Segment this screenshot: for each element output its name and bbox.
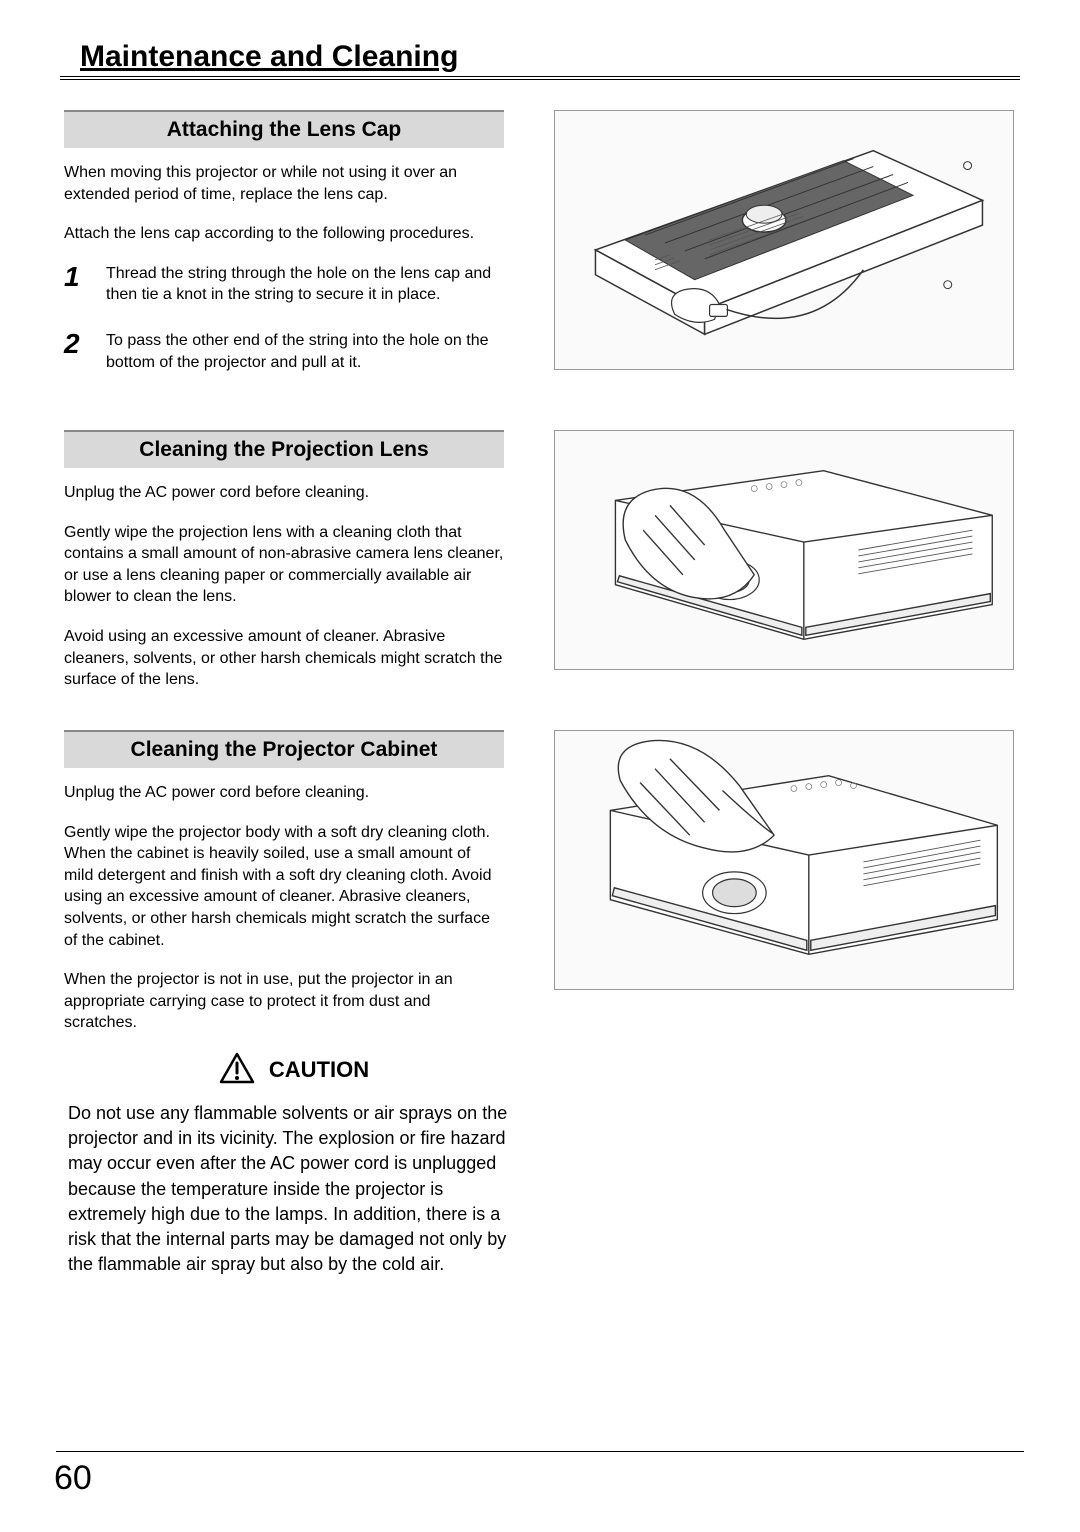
page-title: Maintenance and Cleaning — [60, 40, 458, 73]
heading-lens: Cleaning the Projection Lens — [64, 430, 504, 468]
attach-intro1: When moving this projector or while not … — [64, 162, 504, 205]
heading-attach: Attaching the Lens Cap — [64, 110, 504, 148]
page-title-rule: Maintenance and Cleaning — [60, 40, 1020, 80]
heading-cabinet: Cleaning the Projector Cabinet — [64, 730, 504, 768]
content-grid: Attaching the Lens Cap When moving this … — [60, 110, 1020, 1277]
step-2-num: 2 — [64, 330, 88, 358]
step-1: 1 Thread the string through the hole on … — [64, 263, 524, 306]
cabinet-p2: Gently wipe the projector body with a so… — [64, 822, 504, 952]
figure-lens-box — [554, 430, 1014, 670]
figure-cabinet — [554, 710, 1020, 1277]
step-2: 2 To pass the other end of the string in… — [64, 330, 524, 373]
projector-bottom-illustration — [555, 111, 1013, 369]
projector-lens-cleaning-illustration — [555, 431, 1013, 669]
figure-attach-box — [554, 110, 1014, 370]
section-cabinet: Cleaning the Projector Cabinet Unplug th… — [64, 710, 524, 1277]
step-1-num: 1 — [64, 263, 88, 291]
attach-intro2: Attach the lens cap according to the fol… — [64, 223, 504, 245]
bottom-rule — [56, 1451, 1024, 1452]
lens-p3: Avoid using an excessive amount of clean… — [64, 626, 504, 691]
warning-icon — [219, 1052, 255, 1089]
caution-label: CAUTION — [269, 1057, 369, 1083]
page-number: 60 — [54, 1459, 92, 1498]
caution-text: Do not use any flammable solvents or air… — [64, 1101, 524, 1277]
caution-block: CAUTION Do not use any flammable solvent… — [64, 1052, 524, 1277]
cabinet-p3: When the projector is not in use, put th… — [64, 969, 504, 1034]
lens-p1: Unplug the AC power cord before cleaning… — [64, 482, 504, 504]
figure-cabinet-box — [554, 730, 1014, 990]
step-1-text: Thread the string through the hole on th… — [106, 263, 524, 306]
section-lens: Cleaning the Projection Lens Unplug the … — [64, 410, 524, 710]
lens-p2: Gently wipe the projection lens with a c… — [64, 522, 504, 608]
step-2-text: To pass the other end of the string into… — [106, 330, 524, 373]
figure-attach — [554, 110, 1020, 410]
projector-cabinet-cleaning-illustration — [555, 731, 1013, 989]
figure-lens — [554, 410, 1020, 710]
section-attach: Attaching the Lens Cap When moving this … — [64, 110, 524, 410]
caution-head: CAUTION — [64, 1052, 524, 1089]
cabinet-p1: Unplug the AC power cord before cleaning… — [64, 782, 504, 804]
